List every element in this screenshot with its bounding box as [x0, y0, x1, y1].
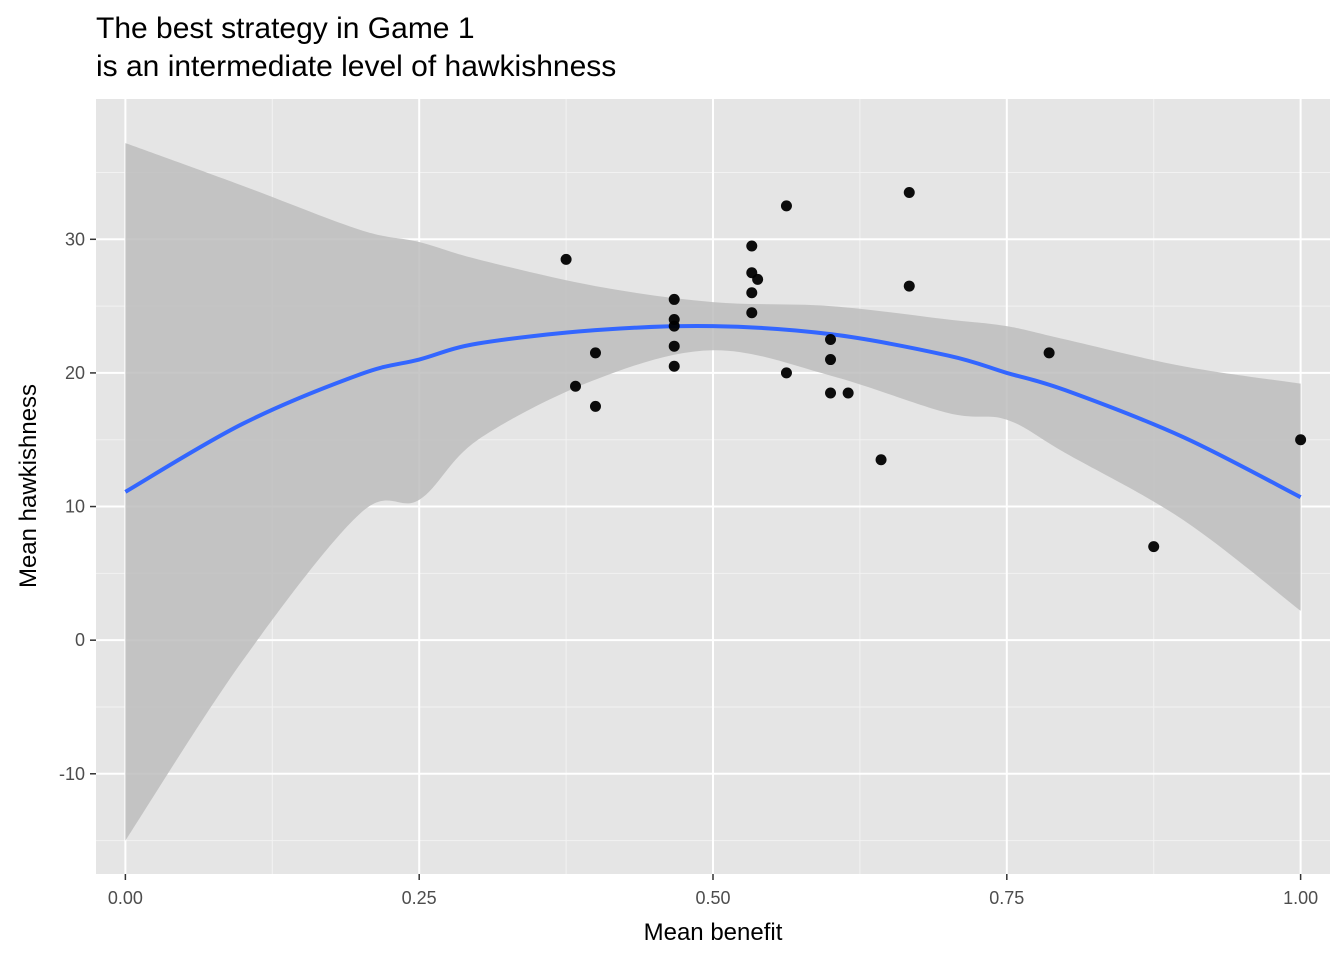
x-tick-label: 1.00 [1283, 888, 1318, 908]
data-point [746, 240, 758, 252]
y-axis-title: Mean hawkishness [15, 384, 42, 588]
chart-title: The best strategy in Game 1 is an interm… [96, 10, 616, 86]
chart-title-line1: The best strategy in Game 1 [96, 12, 475, 45]
chart-subtitle: is an intermediate level of hawkishness [96, 50, 617, 83]
data-point [746, 307, 758, 319]
data-point [780, 200, 792, 212]
x-tick-label: 0.75 [989, 888, 1024, 908]
x-tick-label: 0.25 [402, 888, 437, 908]
data-point [825, 334, 837, 346]
data-point [668, 340, 680, 352]
y-axis-ticks: -10 0 10 20 30 [59, 229, 96, 784]
fit-curve [124, 324, 1302, 499]
data-point [903, 280, 915, 292]
data-point [1295, 434, 1307, 446]
y-tick-label: 20 [65, 363, 85, 383]
data-point [842, 387, 854, 399]
data-point [780, 367, 792, 379]
y-tick-label: -10 [59, 764, 85, 784]
data-point [668, 360, 680, 372]
y-tick-label: 10 [65, 497, 85, 517]
x-tick-label: 0.50 [695, 888, 730, 908]
data-point [1148, 541, 1160, 553]
data-point [589, 400, 601, 412]
data-point [668, 320, 680, 332]
confidence-ribbon [125, 143, 1301, 841]
x-axis-ticks: 0.00 0.25 0.50 0.75 1.00 [108, 874, 1318, 908]
data-point [570, 380, 581, 392]
data-point [746, 287, 758, 299]
y-tick-label: 0 [75, 630, 85, 650]
data-point [825, 387, 837, 399]
data-point [825, 354, 837, 366]
data-point [875, 454, 887, 466]
data-point [560, 253, 572, 265]
data-point [1043, 347, 1055, 359]
x-axis-title: Mean benefit [644, 919, 783, 946]
data-point [589, 347, 601, 359]
data-point [668, 293, 680, 305]
y-tick-label: 30 [65, 229, 85, 249]
data-points [560, 187, 1307, 553]
x-tick-label: 0.00 [108, 888, 143, 908]
data-point [752, 273, 764, 285]
data-point [903, 187, 915, 199]
